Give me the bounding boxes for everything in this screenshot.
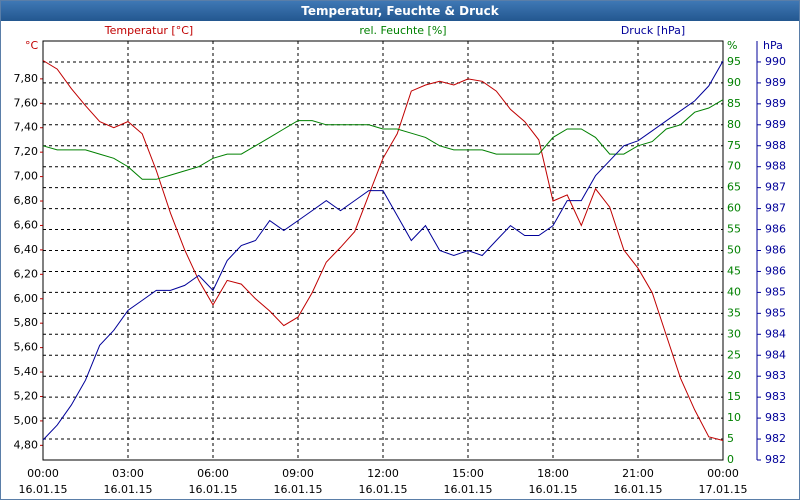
y3-tick-label: 982	[765, 432, 786, 445]
x-tick-date: 16.01.15	[359, 483, 408, 496]
x-tick-label: 21:00 16.01.15	[614, 467, 663, 496]
y-tick-label: 5,20	[14, 389, 39, 402]
x-tick-time: 03:00	[112, 467, 144, 480]
title-bar: Temperatur, Feuchte & Druck	[1, 1, 799, 21]
y2-tick-label: 0	[727, 453, 734, 466]
y-tick-label: 5,60	[14, 341, 39, 354]
series-line	[42, 60, 724, 441]
series-line	[42, 60, 724, 441]
y2-tick-label: 25	[727, 348, 741, 361]
y3-tick-label: 987	[765, 181, 786, 194]
x-tick-label: 00:00 17.01.15	[699, 467, 748, 496]
y3-tick-label: 986	[765, 223, 786, 236]
y2-tick-label: 60	[727, 202, 741, 215]
y-tick-label: 7,80	[14, 72, 39, 85]
y2-unit: %	[727, 39, 737, 52]
x-tick-date: 16.01.15	[189, 483, 238, 496]
x-tick-time: 06:00	[197, 467, 229, 480]
y-tick-label: 7,00	[14, 170, 39, 183]
y2-tick-label: 40	[727, 285, 741, 298]
y-tick-label: 7,40	[14, 121, 39, 134]
x-tick-time: 18:00	[537, 467, 569, 480]
y3-tick-label: 989	[765, 76, 786, 89]
y-tick-label: 4,80	[14, 438, 39, 451]
y2-tick-label: 75	[727, 139, 741, 152]
y3-tick-label: 988	[765, 160, 786, 173]
y2-tick-label: 45	[727, 264, 741, 277]
y2-tick-label: 70	[727, 160, 741, 173]
y2-tick-label: 90	[727, 76, 741, 89]
axis-title: Druck [hPa]	[621, 24, 685, 37]
y3-tick-label: 983	[765, 369, 786, 382]
x-tick-label: 12:00 16.01.15	[359, 467, 408, 496]
x-tick-time: 09:00	[282, 467, 314, 480]
x-tick-time: 12:00	[367, 467, 399, 480]
x-tick-time: 00:00	[707, 467, 739, 480]
x-tick-date: 16.01.15	[529, 483, 578, 496]
y-tick-label: 6,60	[14, 218, 39, 231]
y3-tick-label: 987	[765, 202, 786, 215]
x-tick-date: 16.01.15	[104, 483, 153, 496]
y-tick-label: 5,40	[14, 365, 39, 378]
y3-tick-label: 984	[765, 348, 786, 361]
y2-tick-label: 10	[727, 411, 741, 424]
chart: 0 5 10 15 20 25 30 35 40 45 50 55 60 65 70 75 80 85 90 95 98…	[14, 24, 787, 496]
y3-tick-label: 990	[765, 55, 786, 68]
x-tick-date: 16.01.15	[614, 483, 663, 496]
y3-tick-label: 986	[765, 264, 786, 277]
y2-tick-label: 5	[727, 432, 734, 445]
y3-tick-label: 989	[765, 118, 786, 131]
x-tick-date: 17.01.15	[699, 483, 748, 496]
x-tick-label: 09:00 16.01.15	[274, 467, 323, 496]
y-unit: °C	[25, 39, 39, 52]
y2-tick-label: 35	[727, 306, 741, 319]
axis-title: Temperatur [°C]	[104, 24, 193, 37]
x-tick-time: 00:00	[27, 467, 59, 480]
series-line	[42, 99, 724, 180]
y2-tick-label: 50	[727, 244, 741, 257]
y2-tick-label: 55	[727, 223, 741, 236]
y-tick-label: 6,80	[14, 194, 39, 207]
y2-tick-label: 95	[727, 55, 741, 68]
y-tick-label: 6,00	[14, 292, 39, 305]
y2-tick-label: 30	[727, 327, 741, 340]
y3-tick-label: 985	[765, 285, 786, 298]
y-tick-label: 6,20	[14, 267, 39, 280]
x-tick-label: 18:00 16.01.15	[529, 467, 578, 496]
x-tick-date: 16.01.15	[19, 483, 68, 496]
y3-tick-label: 989	[765, 97, 786, 110]
x-tick-label: 00:00 16.01.15	[19, 467, 68, 496]
y3-tick-label: 983	[765, 390, 786, 403]
y-tick-label: 7,60	[14, 96, 39, 109]
x-tick-label: 06:00 16.01.15	[189, 467, 238, 496]
x-tick-time: 21:00	[622, 467, 654, 480]
y3-tick-label: 988	[765, 139, 786, 152]
y2-tick-label: 80	[727, 118, 741, 131]
x-tick-time: 15:00	[452, 467, 484, 480]
y3-tick-label: 983	[765, 411, 786, 424]
y-tick-label: 5,80	[14, 316, 39, 329]
axis-title: rel. Feuchte [%]	[359, 24, 446, 37]
y3-tick-label: 986	[765, 244, 786, 257]
y3-tick-label: 984	[765, 327, 786, 340]
x-tick-date: 16.01.15	[274, 483, 323, 496]
y3-tick-label: 985	[765, 306, 786, 319]
y2-tick-label: 85	[727, 97, 741, 110]
y3-tick-label: 982	[765, 453, 786, 466]
x-tick-date: 16.01.15	[444, 483, 493, 496]
y-tick-label: 7,20	[14, 145, 39, 158]
y2-tick-label: 65	[727, 181, 741, 194]
y-tick-label: 5,00	[14, 414, 39, 427]
y-tick-label: 6,40	[14, 243, 39, 256]
y2-tick-label: 15	[727, 390, 741, 403]
y2-tick-label: 20	[727, 369, 741, 382]
x-tick-label: 15:00 16.01.15	[444, 467, 493, 496]
x-tick-label: 03:00 16.01.15	[104, 467, 153, 496]
y3-unit: hPa	[763, 39, 783, 52]
